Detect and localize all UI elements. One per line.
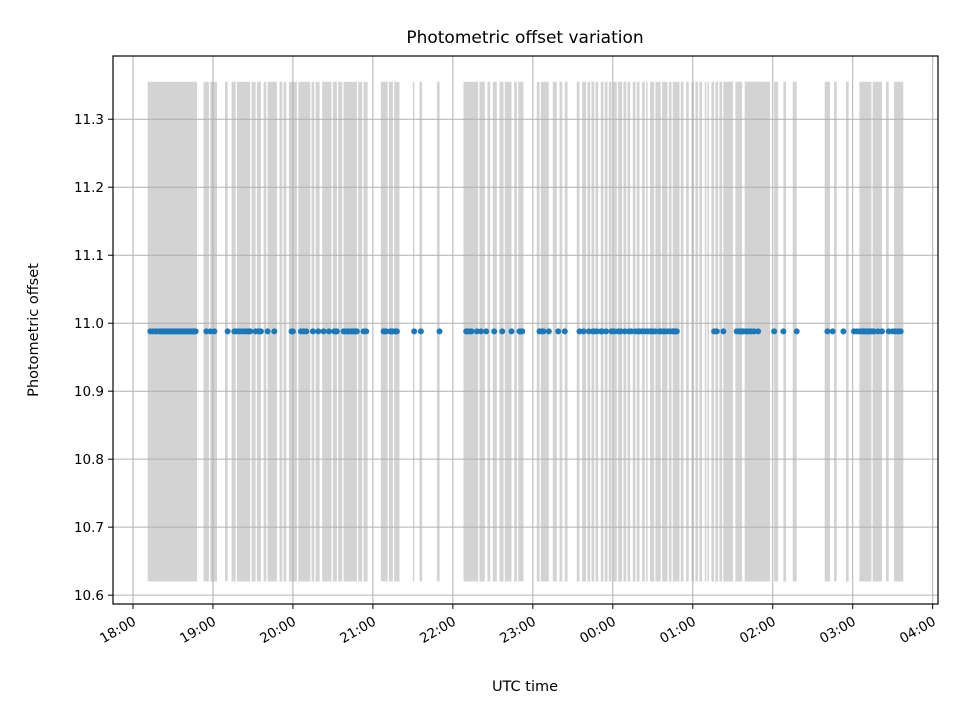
data-point bbox=[603, 328, 610, 335]
data-point bbox=[247, 328, 254, 335]
y-tick-label: 11.0 bbox=[74, 316, 104, 332]
data-point bbox=[897, 328, 904, 335]
observation-band bbox=[358, 81, 363, 582]
data-point bbox=[264, 328, 271, 335]
data-point bbox=[720, 328, 727, 335]
data-point bbox=[555, 328, 562, 335]
observation-band bbox=[283, 81, 287, 582]
observation-band bbox=[514, 81, 517, 582]
data-point bbox=[545, 328, 552, 335]
data-points bbox=[147, 328, 904, 335]
data-point bbox=[417, 328, 424, 335]
data-point bbox=[224, 328, 231, 335]
data-point bbox=[353, 328, 360, 335]
data-point bbox=[411, 328, 418, 335]
data-point bbox=[519, 328, 526, 335]
data-point bbox=[840, 328, 847, 335]
data-point bbox=[508, 328, 515, 335]
data-point bbox=[499, 328, 506, 335]
observation-band bbox=[686, 81, 689, 582]
y-tick-label: 10.6 bbox=[74, 588, 104, 604]
data-point bbox=[540, 328, 547, 335]
data-point bbox=[192, 328, 199, 335]
data-point bbox=[393, 328, 400, 335]
observation-band bbox=[338, 81, 343, 582]
observation-band bbox=[846, 81, 849, 582]
observation-band bbox=[704, 81, 707, 582]
data-point bbox=[333, 328, 340, 335]
observation-band bbox=[680, 81, 684, 582]
y-tick-label: 10.9 bbox=[74, 384, 104, 400]
y-tick-label: 11.1 bbox=[74, 248, 104, 264]
y-tick-label: 10.7 bbox=[74, 520, 104, 536]
data-point bbox=[211, 328, 218, 335]
data-point bbox=[673, 328, 680, 335]
data-point bbox=[483, 328, 490, 335]
y-tick-label: 10.8 bbox=[74, 452, 104, 468]
data-point bbox=[580, 328, 587, 335]
data-point bbox=[320, 328, 327, 335]
y-axis-label: Photometric offset bbox=[26, 263, 42, 397]
data-point bbox=[793, 328, 800, 335]
data-point bbox=[491, 328, 498, 335]
observation-band bbox=[504, 81, 512, 582]
data-point bbox=[468, 328, 475, 335]
observation-band bbox=[699, 81, 703, 582]
data-point bbox=[325, 328, 332, 335]
data-point bbox=[755, 328, 762, 335]
chart-title: Photometric offset variation bbox=[406, 28, 643, 48]
data-point bbox=[824, 328, 831, 335]
data-point bbox=[257, 328, 264, 335]
data-point bbox=[289, 328, 296, 335]
data-point bbox=[829, 328, 836, 335]
observation-band bbox=[707, 81, 709, 582]
data-point bbox=[315, 328, 322, 335]
data-point bbox=[477, 328, 484, 335]
data-point bbox=[780, 328, 787, 335]
observation-band bbox=[723, 81, 733, 582]
data-point bbox=[561, 328, 568, 335]
data-point bbox=[879, 328, 885, 335]
observation-band bbox=[552, 81, 557, 582]
data-point bbox=[713, 328, 720, 335]
y-tick-label: 11.2 bbox=[74, 180, 104, 196]
data-point bbox=[436, 328, 443, 335]
x-axis-label: UTC time bbox=[492, 679, 558, 695]
data-point bbox=[309, 328, 316, 335]
data-point bbox=[771, 328, 778, 335]
observation-band bbox=[279, 81, 283, 582]
data-point bbox=[363, 328, 370, 335]
observation-band bbox=[695, 81, 699, 582]
y-tick-label: 11.3 bbox=[74, 112, 104, 128]
plot-frame bbox=[112, 55, 939, 605]
y-axis-ticks: 10.6 10.7 10.8 10.9 11.0 11.1 11.2 11.3 bbox=[74, 112, 113, 604]
data-point bbox=[303, 328, 310, 335]
data-point bbox=[271, 328, 278, 335]
